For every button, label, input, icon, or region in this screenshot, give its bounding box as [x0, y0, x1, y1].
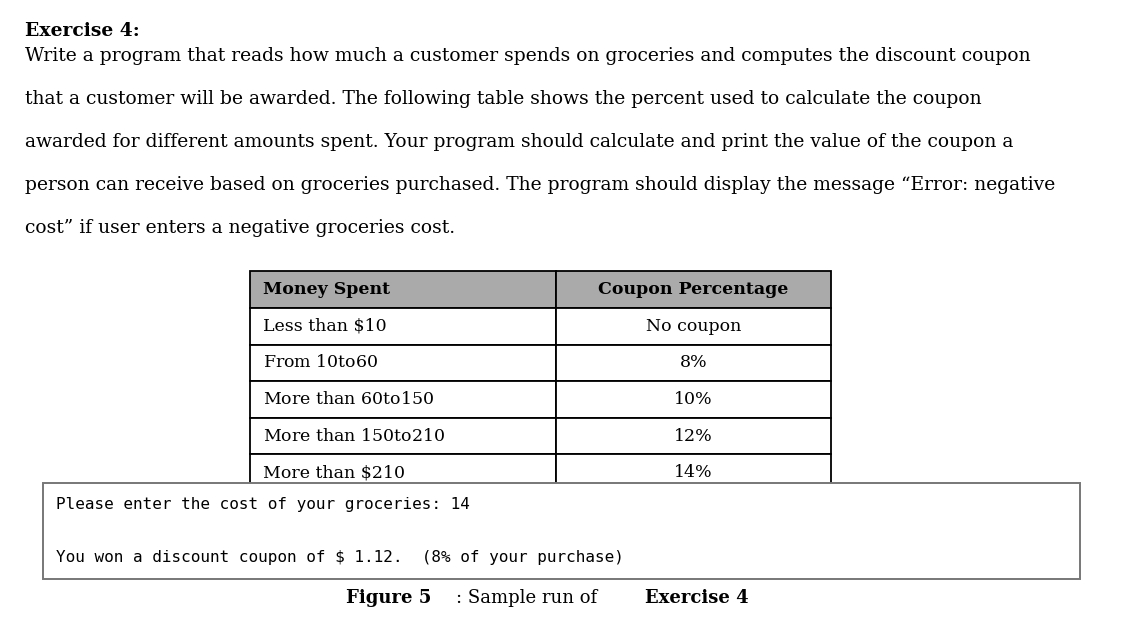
Text: You won a discount coupon of $ 1.12.  (8% of your purchase): You won a discount coupon of $ 1.12. (8%…: [56, 550, 624, 565]
Bar: [250, 454, 556, 491]
Bar: [250, 308, 556, 345]
Bar: [556, 345, 831, 381]
Text: 8%: 8%: [680, 355, 708, 371]
Text: More than $60 to $150: More than $60 to $150: [263, 391, 434, 408]
Text: More than $150 to $210: More than $150 to $210: [263, 428, 446, 444]
Bar: [250, 345, 556, 381]
Text: 14%: 14%: [674, 464, 713, 481]
Text: More than $210: More than $210: [263, 464, 405, 481]
Text: Exercise 4: Exercise 4: [646, 589, 749, 607]
Text: awarded for different amounts spent. Your program should calculate and print the: awarded for different amounts spent. You…: [25, 133, 1014, 151]
Text: cost” if user enters a negative groceries cost.: cost” if user enters a negative grocerie…: [25, 219, 454, 237]
Text: Write a program that reads how much a customer spends on groceries and computes : Write a program that reads how much a cu…: [25, 47, 1030, 66]
Bar: [556, 454, 831, 491]
Text: that a customer will be awarded. The following table shows the percent used to c: that a customer will be awarded. The fol…: [25, 90, 981, 109]
Text: 12%: 12%: [674, 428, 713, 444]
Bar: [556, 418, 831, 454]
Bar: [43, 483, 1080, 579]
Text: person can receive based on groceries purchased. The program should display the : person can receive based on groceries pu…: [25, 176, 1055, 194]
Text: 10%: 10%: [674, 391, 713, 408]
Text: Please enter the cost of your groceries: 14: Please enter the cost of your groceries:…: [56, 497, 470, 512]
Bar: [556, 381, 831, 418]
Text: From $10 to $60: From $10 to $60: [263, 355, 378, 371]
Bar: [250, 271, 556, 308]
Bar: [250, 381, 556, 418]
Text: Exercise 4:: Exercise 4:: [25, 22, 140, 40]
Bar: [556, 271, 831, 308]
Bar: [250, 418, 556, 454]
Text: Coupon Percentage: Coupon Percentage: [598, 281, 789, 298]
Text: Figure 5: Figure 5: [345, 589, 431, 607]
Text: No coupon: No coupon: [646, 318, 741, 334]
Text: Less than $10: Less than $10: [263, 318, 387, 334]
Text: Money Spent: Money Spent: [263, 281, 390, 298]
Text: : Sample run of: : Sample run of: [456, 589, 603, 607]
Bar: [556, 308, 831, 345]
